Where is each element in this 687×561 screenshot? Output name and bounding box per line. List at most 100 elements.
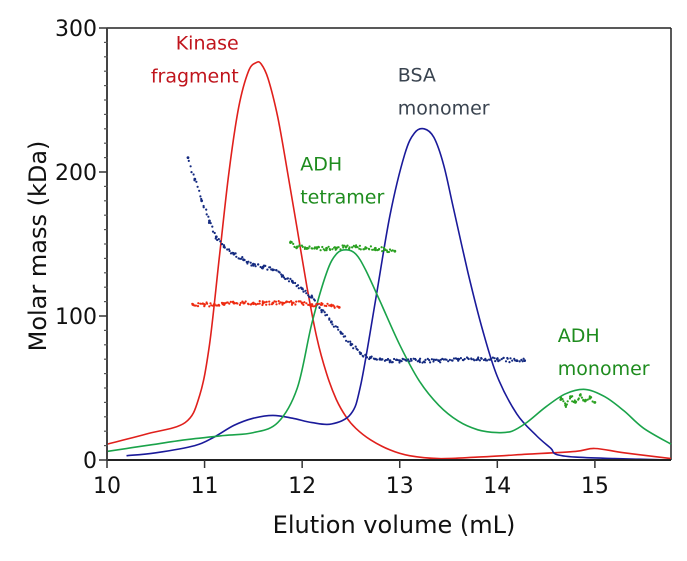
data-point — [493, 357, 496, 360]
data-point — [299, 300, 302, 303]
data-point — [437, 359, 440, 362]
data-point — [344, 246, 348, 249]
data-point — [388, 248, 392, 251]
data-point — [293, 245, 296, 248]
data-point — [199, 195, 202, 198]
data-point — [351, 343, 354, 346]
data-point — [333, 306, 336, 309]
data-point — [352, 244, 355, 247]
plot-frame — [107, 27, 672, 460]
data-point — [214, 237, 217, 240]
series-points-adh-monomer-molar-mass-points — [559, 393, 597, 408]
data-point — [342, 246, 345, 249]
data-point — [561, 398, 564, 401]
data-point — [387, 250, 390, 254]
data-point — [430, 358, 433, 361]
data-point — [491, 356, 494, 359]
data-point — [325, 304, 328, 308]
data-point — [352, 347, 355, 350]
data-point — [386, 357, 390, 361]
data-point — [351, 246, 354, 249]
data-point — [339, 330, 342, 333]
annotation-label: monomer — [558, 358, 650, 380]
data-point — [330, 303, 333, 306]
x-tick-label: 11 — [191, 474, 219, 499]
data-point — [232, 251, 235, 255]
data-point — [186, 156, 190, 159]
data-point — [290, 241, 293, 244]
data-point — [424, 358, 427, 361]
data-point — [319, 303, 322, 306]
data-point — [458, 358, 461, 361]
data-point — [226, 301, 229, 304]
data-point — [439, 361, 442, 364]
data-point — [284, 277, 287, 281]
data-point — [238, 303, 241, 306]
data-point — [240, 257, 243, 260]
data-point — [315, 246, 318, 249]
data-point — [370, 355, 373, 358]
data-point — [250, 302, 253, 305]
data-point — [358, 351, 361, 354]
data-point — [344, 335, 347, 338]
y-tick-label: 300 — [55, 17, 97, 42]
data-point — [272, 268, 275, 271]
data-point — [511, 359, 514, 362]
data-point — [382, 246, 385, 249]
data-point — [286, 300, 289, 303]
annotation-label: Kinase — [176, 33, 239, 55]
data-point — [349, 340, 352, 343]
data-point — [562, 400, 565, 403]
data-point — [310, 305, 313, 308]
data-point — [506, 357, 509, 360]
data-point — [307, 294, 310, 297]
data-point — [362, 248, 366, 251]
data-point — [313, 246, 317, 249]
data-point — [268, 303, 271, 306]
data-point — [271, 302, 274, 305]
data-point — [254, 265, 257, 268]
data-point — [504, 360, 508, 363]
annotation-label: fragment — [151, 66, 239, 88]
data-point — [275, 303, 278, 306]
data-point — [252, 264, 255, 267]
data-point — [414, 358, 417, 361]
series-line-bsa-uv-trace — [126, 127, 672, 461]
data-point — [303, 246, 307, 249]
data-point — [258, 300, 261, 303]
data-point — [219, 240, 222, 243]
data-point — [354, 345, 357, 348]
data-point — [582, 399, 585, 402]
data-point — [393, 357, 396, 361]
data-point — [334, 325, 337, 328]
data-point — [391, 361, 394, 364]
data-point — [321, 245, 324, 249]
series-points-kinase-fragment-molar-mass-points — [191, 300, 341, 309]
data-point — [301, 245, 304, 248]
data-point — [302, 303, 305, 306]
x-axis: 10 11 12 13 14 15 — [93, 459, 671, 499]
data-point — [268, 300, 271, 303]
data-point — [289, 277, 292, 280]
data-point — [470, 358, 473, 361]
data-point — [314, 304, 317, 307]
data-point — [347, 340, 350, 343]
data-point — [333, 246, 336, 249]
data-point — [258, 302, 261, 305]
series-points-bsa-molar-mass-points — [186, 156, 527, 364]
data-point — [591, 400, 594, 403]
data-point — [241, 256, 244, 259]
data-point — [588, 397, 591, 400]
data-point — [253, 263, 256, 266]
data-point — [388, 361, 391, 364]
data-point — [233, 302, 236, 305]
data-point — [571, 395, 574, 398]
data-point — [463, 357, 466, 361]
data-point — [478, 359, 481, 362]
data-point — [337, 246, 340, 249]
data-point — [282, 276, 286, 279]
data-point — [244, 300, 247, 303]
data-point — [356, 348, 359, 351]
data-point — [264, 264, 267, 267]
data-point — [368, 357, 371, 361]
